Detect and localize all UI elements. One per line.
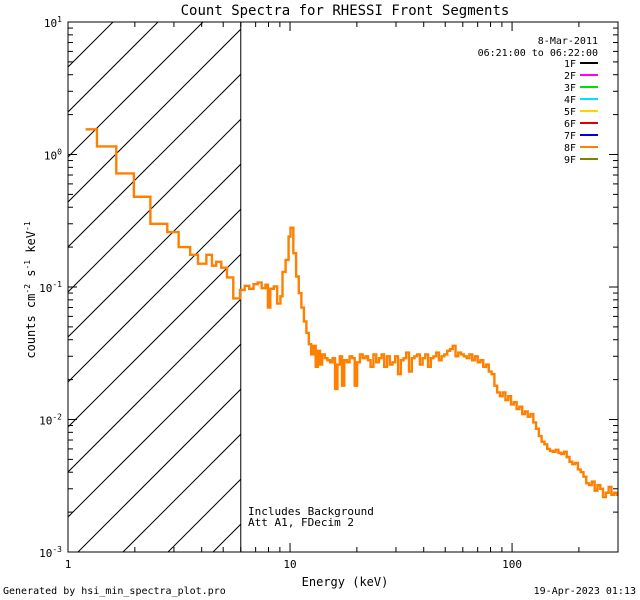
y-tick-label: 10-2 — [39, 413, 62, 428]
x-tick-label: 10 — [283, 558, 296, 571]
hatch-region — [68, 22, 241, 552]
y-tick-label: 10-1 — [39, 280, 62, 295]
hatch-line — [68, 253, 241, 428]
hatch-line — [122, 433, 241, 552]
plot-frame — [67, 21, 619, 553]
legend-label: 8F — [564, 143, 576, 154]
y-tick-label: 10-3 — [39, 545, 62, 560]
x-axis-label: Energy (keV) — [302, 575, 389, 589]
x-tick-label: 100 — [502, 558, 522, 571]
legend-label: 7F — [564, 131, 576, 142]
legend-label: 2F — [564, 71, 576, 82]
hatch-line — [68, 163, 241, 338]
hatch-line — [68, 343, 241, 518]
legend-label: 3F — [564, 83, 576, 94]
legend-label: 1F — [564, 59, 576, 70]
hatch-line — [77, 388, 241, 552]
annotation-attenuator: Att A1, FDecim 2 — [248, 516, 354, 529]
hatch-line — [68, 28, 241, 203]
chart-title: Count Spectra for RHESSI Front Segments — [181, 3, 510, 19]
x-tick-label: 1 — [65, 558, 72, 571]
legend-label: 4F — [564, 95, 576, 106]
hatch-line — [68, 298, 241, 473]
legend-label: 9F — [564, 155, 576, 166]
hatch-line — [68, 22, 159, 113]
footer-timestamp: 19-Apr-2023 01:13 — [534, 586, 636, 597]
legend-date: 8-Mar-2011 — [538, 36, 598, 47]
footer-generator: Generated by hsi_min_spectra_plot.pro — [3, 586, 226, 597]
hatch-line — [68, 208, 241, 383]
y-tick-label: 100 — [44, 148, 62, 163]
hatch-line — [68, 22, 204, 158]
annotation-background: Includes Background — [248, 505, 374, 518]
legend-time-range: 06:21:00 to 06:22:00 — [478, 48, 598, 59]
hatch-line — [68, 73, 241, 248]
legend-label: 6F — [564, 119, 576, 130]
y-tick-label: 101 — [44, 15, 62, 30]
y-axis-label: counts cm-2 s-1 keV-1 — [23, 221, 38, 358]
series-line-8F — [85, 128, 618, 499]
legend-label: 5F — [564, 107, 576, 118]
